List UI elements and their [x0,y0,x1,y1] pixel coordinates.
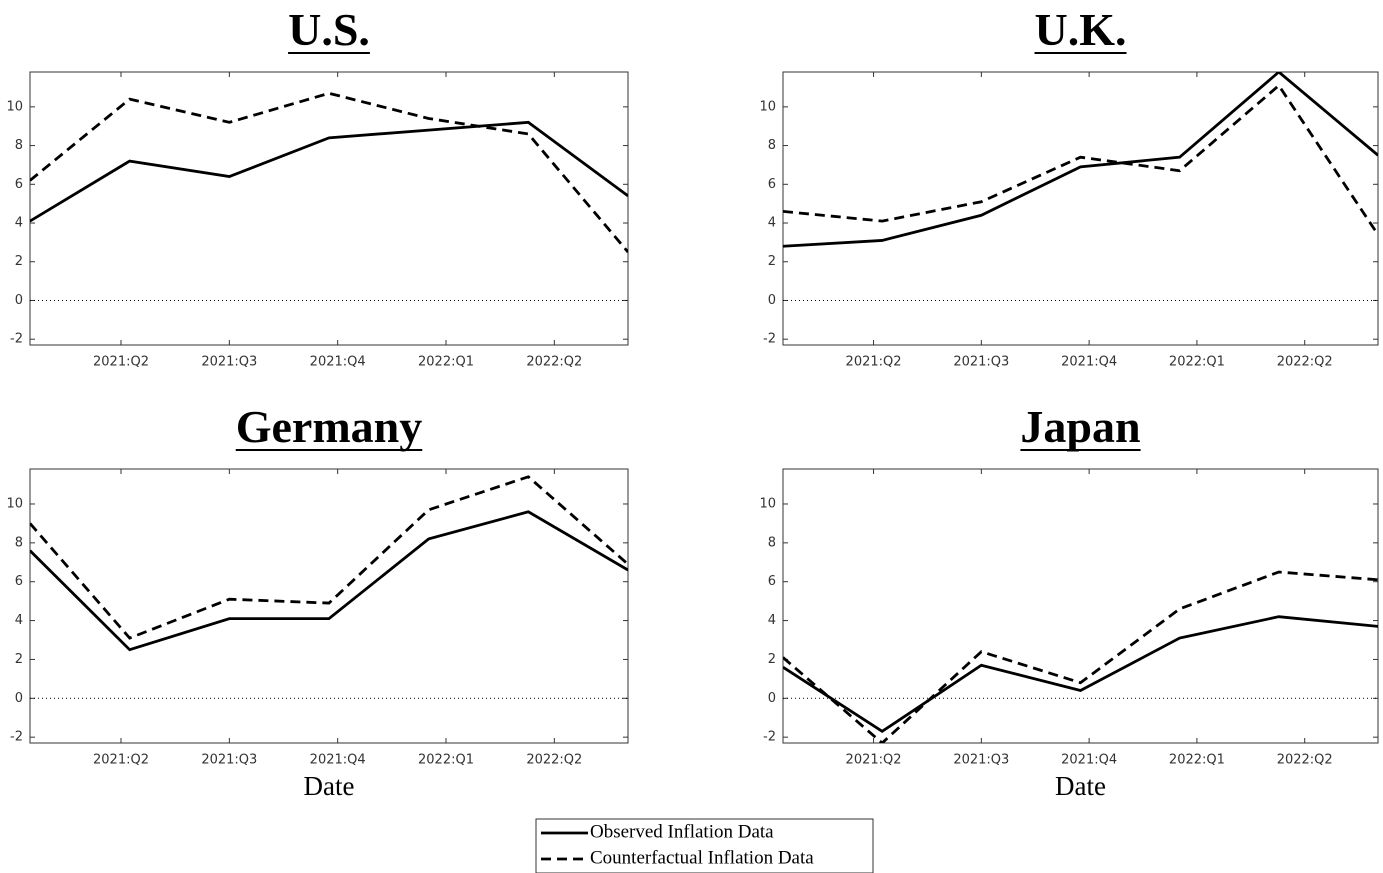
y-tick-label: 0 [768,293,776,308]
x-tick-label: 2021:Q3 [953,355,1009,370]
y-tick-label: 8 [768,138,776,153]
chart-title: Germany [236,401,423,452]
chart-title: U.K. [1035,4,1127,55]
y-tick-label: 6 [768,574,776,589]
chart-title: Japan [1020,401,1140,452]
x-tick-label: 2021:Q4 [1061,753,1117,768]
series-line [783,83,1378,236]
y-tick-label: 4 [15,216,23,231]
x-tick-label: 2022:Q2 [526,753,582,768]
x-tick-label: 2021:Q4 [1061,355,1117,370]
y-tick-label: -2 [763,730,776,745]
x-tick-label: 2021:Q2 [93,753,149,768]
y-tick-label: 10 [6,99,23,114]
y-tick-label: 10 [759,99,776,114]
x-tick-label: 2022:Q2 [1277,355,1333,370]
y-tick-label: 4 [768,216,776,231]
x-tick-label: 2021:Q2 [846,355,902,370]
axes-box [29,468,629,744]
x-tick-label: 2022:Q2 [1277,753,1333,768]
y-tick-label: 2 [768,652,776,667]
y-tick-label: 0 [15,293,23,308]
series-line [783,615,1378,734]
axes-box [29,71,629,346]
y-tick-label: 6 [768,177,776,192]
y-tick-label: 2 [768,254,776,269]
x-tick-label: 2021:Q2 [93,355,149,370]
x-tick-label: 2022:Q1 [418,355,474,370]
y-tick-label: 0 [15,691,23,706]
y-tick-label: 2 [15,652,23,667]
chart-title: U.S. [288,4,370,55]
y-tick-label: 10 [759,496,776,511]
x-tick-label: 2021:Q2 [846,753,902,768]
y-tick-label: -2 [763,332,776,347]
y-tick-label: 0 [768,691,776,706]
y-tick-label: 2 [15,254,23,269]
y-tick-label: 8 [15,535,23,550]
y-tick-label: 4 [15,613,23,628]
legend-label: Counterfactual Inflation Data [590,847,814,868]
axes-box [782,71,1379,346]
x-tick-label: 2021:Q3 [201,753,257,768]
series-line [30,510,628,652]
axes-box [782,468,1379,744]
series-line [783,570,1378,743]
x-tick-label: 2022:Q1 [1169,355,1225,370]
y-tick-label: 8 [15,138,23,153]
x-tick-label: 2021:Q4 [310,753,366,768]
x-tick-label: 2022:Q2 [526,355,582,370]
y-tick-label: 8 [768,535,776,550]
series-line [30,120,628,223]
y-tick-label: 10 [6,496,23,511]
x-tick-label: 2021:Q4 [310,355,366,370]
series-line [783,72,1378,248]
x-axis-label: Date [1055,771,1106,801]
legend-box [535,818,874,873]
x-tick-label: 2022:Q1 [418,753,474,768]
y-tick-label: 6 [15,574,23,589]
y-tick-label: 6 [15,177,23,192]
x-axis-label: Date [304,771,355,801]
series-line [30,91,628,253]
x-tick-label: 2022:Q1 [1169,753,1225,768]
x-tick-label: 2021:Q3 [201,355,257,370]
y-tick-label: -2 [10,730,23,745]
series-line [30,475,628,640]
y-tick-label: -2 [10,332,23,347]
y-tick-label: 4 [768,613,776,628]
legend-label: Observed Inflation Data [590,821,774,842]
x-tick-label: 2021:Q3 [953,753,1009,768]
